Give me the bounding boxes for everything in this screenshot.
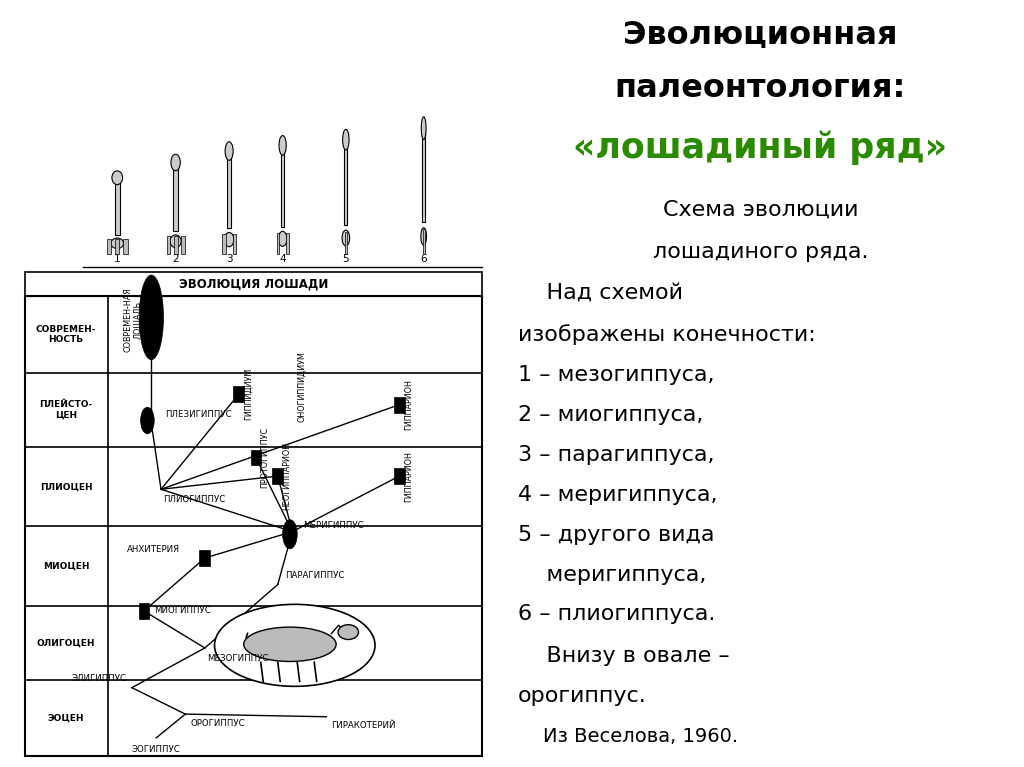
Text: ГИППАРИОН: ГИППАРИОН <box>404 379 414 430</box>
Ellipse shape <box>244 627 336 661</box>
Text: МЕРИГИППУС: МЕРИГИППУС <box>303 521 364 530</box>
Text: АНХИТЕРИЯ: АНХИТЕРИЯ <box>127 545 180 554</box>
Ellipse shape <box>139 275 164 360</box>
Bar <box>394 397 404 413</box>
Text: ЭОГИППУС: ЭОГИППУС <box>132 745 180 754</box>
Bar <box>173 165 178 231</box>
Ellipse shape <box>225 142 233 160</box>
Text: Схема эволюции: Схема эволюции <box>663 199 858 219</box>
Bar <box>286 233 289 254</box>
Bar <box>222 234 225 254</box>
Text: МИОГИППУС: МИОГИППУС <box>154 607 211 615</box>
Bar <box>233 386 244 402</box>
Ellipse shape <box>224 232 233 247</box>
Text: СОВРЕМЕН-
НОСТЬ: СОВРЕМЕН- НОСТЬ <box>36 325 96 344</box>
Text: 4 – меригиппуса,: 4 – меригиппуса, <box>518 485 717 505</box>
Text: СОВРЕМЕН-НАЯ
ЛОШАДЬ: СОВРЕМЕН-НАЯ ЛОШАДЬ <box>123 288 142 352</box>
Text: Над схемой: Над схемой <box>518 282 683 302</box>
Bar <box>123 239 128 254</box>
Text: 5: 5 <box>343 255 349 265</box>
Text: палеонтология:: палеонтология: <box>614 73 906 104</box>
Text: Эволюционная: Эволюционная <box>623 19 898 50</box>
Text: ГИППИДИУМ: ГИППИДИУМ <box>244 368 253 420</box>
Text: ЭОЦЕН: ЭОЦЕН <box>48 713 84 723</box>
Bar <box>25 296 482 756</box>
Bar <box>25 272 482 296</box>
Text: 1 – мезогиппуса,: 1 – мезогиппуса, <box>518 365 714 385</box>
Ellipse shape <box>421 117 426 140</box>
Bar <box>344 232 347 254</box>
Ellipse shape <box>338 624 358 640</box>
Text: МИОЦЕН: МИОЦЕН <box>43 561 89 571</box>
Bar <box>227 154 231 229</box>
Text: НЕОГИППАРИОН: НЕОГИППАРИОН <box>282 442 291 510</box>
Text: 3 – парагиппуса,: 3 – парагиппуса, <box>518 445 714 465</box>
Bar <box>276 233 280 254</box>
Text: лошадиного ряда.: лошадиного ряда. <box>652 242 868 262</box>
Text: 6: 6 <box>421 255 427 265</box>
Bar <box>251 449 261 466</box>
Text: ПЛИОГИППУС: ПЛИОГИППУС <box>164 495 225 505</box>
Text: 3: 3 <box>226 255 232 265</box>
Bar <box>281 148 285 227</box>
Ellipse shape <box>215 604 375 686</box>
Text: Внизу в овале –: Внизу в овале – <box>518 646 729 666</box>
Text: Из Веселова, 1960.: Из Веселова, 1960. <box>518 727 738 746</box>
Bar <box>423 132 425 222</box>
Text: ПЛЕЗИГИППУС: ПЛЕЗИГИППУС <box>165 410 231 419</box>
Text: ГИППАРИОН: ГИППАРИОН <box>404 451 414 502</box>
Bar <box>167 236 170 254</box>
Text: МЕЗОГИППУС: МЕЗОГИППУС <box>207 654 268 663</box>
Text: 5 – другого вида: 5 – другого вида <box>518 525 714 545</box>
Ellipse shape <box>279 232 287 246</box>
Bar <box>423 229 425 254</box>
Text: 6 – плиогиппуса.: 6 – плиогиппуса. <box>518 604 715 624</box>
Text: ОРОГИППУС: ОРОГИППУС <box>190 719 245 728</box>
Text: 1: 1 <box>114 255 121 265</box>
Text: 2: 2 <box>172 255 179 265</box>
Bar <box>272 468 283 484</box>
Bar <box>394 468 404 484</box>
Bar <box>115 239 120 254</box>
Text: изображены конечности:: изображены конечности: <box>518 324 815 344</box>
Bar <box>232 234 236 254</box>
Text: орогиппус.: орогиппус. <box>518 686 646 706</box>
Text: 4: 4 <box>280 255 286 265</box>
Text: ОЛИГОЦЕН: ОЛИГОЦЕН <box>37 638 95 647</box>
Text: меригиппуса,: меригиппуса, <box>518 565 707 584</box>
Text: ЭЛИГИППУС: ЭЛИГИППУС <box>71 674 126 683</box>
Text: ПАРАГИППУС: ПАРАГИППУС <box>285 571 344 580</box>
Bar <box>115 179 120 235</box>
Ellipse shape <box>343 130 349 150</box>
Text: ПЛЕЙСТО-
ЦЕН: ПЛЕЙСТО- ЦЕН <box>40 400 93 420</box>
Text: «лошадиный ряд»: «лошадиный ряд» <box>573 130 947 165</box>
Bar <box>106 239 112 254</box>
Ellipse shape <box>279 136 287 155</box>
Ellipse shape <box>140 407 155 434</box>
Bar <box>138 603 150 619</box>
Bar <box>344 143 347 225</box>
Text: ПЛИОЦЕН: ПЛИОЦЕН <box>40 482 92 491</box>
Text: ЭВОЛЮЦИЯ ЛОШАДИ: ЭВОЛЮЦИЯ ЛОШАДИ <box>179 278 328 291</box>
Text: ОНОГИППИДИУМ: ОНОГИППИДИУМ <box>298 351 306 422</box>
Text: 2 – миогиппуса,: 2 – миогиппуса, <box>518 405 703 425</box>
Ellipse shape <box>171 154 180 171</box>
Ellipse shape <box>421 228 427 245</box>
Text: ГИРАКОТЕРИЙ: ГИРАКОТЕРИЙ <box>332 721 395 730</box>
Bar <box>200 550 210 566</box>
Text: ПРОТОГИППУС: ПРОТОГИППУС <box>260 427 269 488</box>
Bar <box>174 236 177 254</box>
Ellipse shape <box>170 235 181 248</box>
Ellipse shape <box>342 230 349 246</box>
Ellipse shape <box>111 238 124 249</box>
Bar <box>181 236 184 254</box>
Ellipse shape <box>283 520 297 549</box>
Ellipse shape <box>112 171 123 185</box>
